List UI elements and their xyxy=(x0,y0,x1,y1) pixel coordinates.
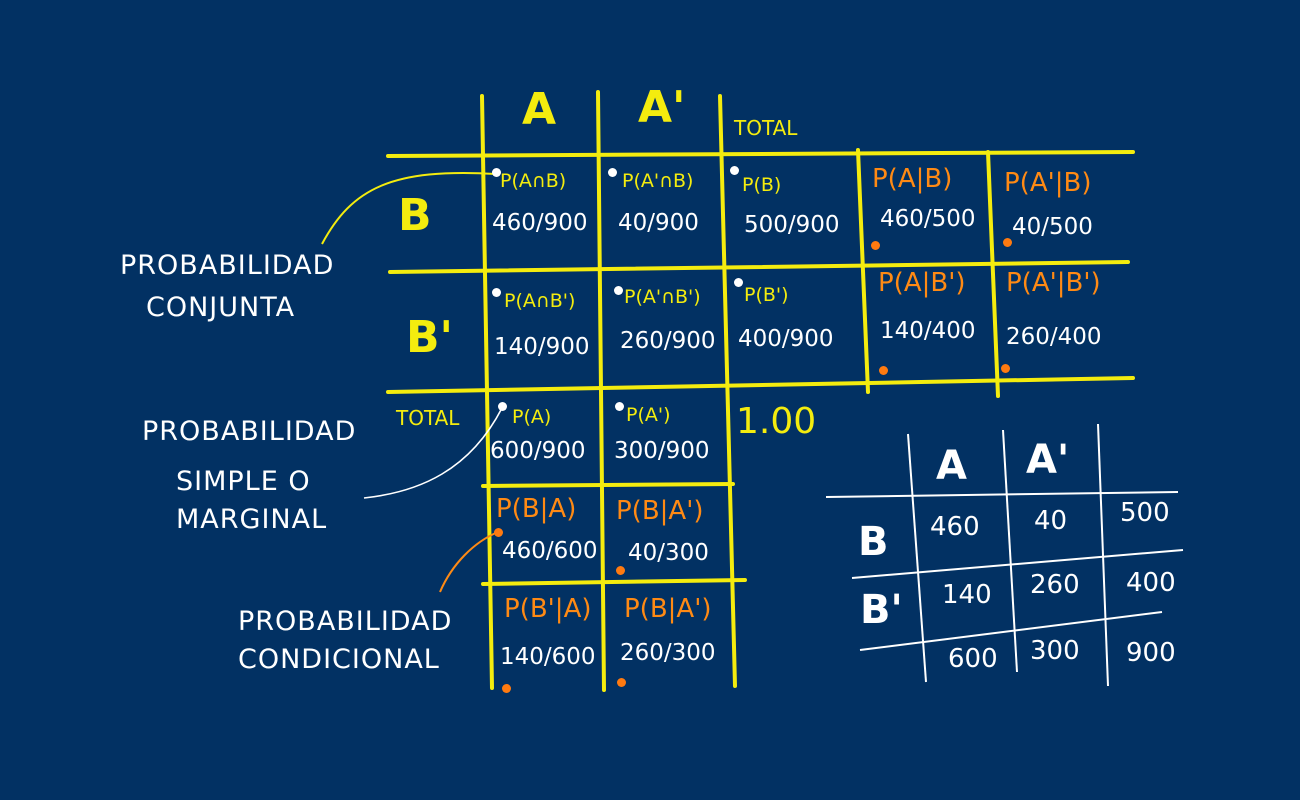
cell-value-bp: 400/900 xyxy=(738,326,834,352)
grid-line xyxy=(481,578,747,586)
marker-dot xyxy=(498,402,507,411)
row-header-b-prime: B' xyxy=(406,312,454,363)
small-cell: 400 xyxy=(1126,568,1176,598)
grid-line xyxy=(481,482,735,488)
grid-line xyxy=(718,94,737,688)
cell-value-b-given-a: 460/600 xyxy=(502,538,598,564)
cell-label-joint-apb: P(A'∩B) xyxy=(622,170,694,192)
cell-value-joint-ab: 460/900 xyxy=(492,210,588,236)
grid-line xyxy=(386,150,1135,158)
marker-dot xyxy=(492,168,501,177)
marker-dot xyxy=(1003,238,1012,247)
cell-label-joint-ab: P(A∩B) xyxy=(500,170,567,192)
small-row-header-b-prime: B' xyxy=(860,587,903,633)
cell-value-joint-apb: 40/900 xyxy=(618,210,699,236)
marker-dot xyxy=(879,366,888,375)
annotation-marginal-line2: SIMPLE O xyxy=(176,466,311,497)
annotation-joint-line1: PROBABILIDAD xyxy=(120,250,335,281)
grid-line xyxy=(596,90,606,692)
small-cell: 600 xyxy=(948,644,998,674)
small-col-header-a: A xyxy=(936,443,967,489)
small-grid-line xyxy=(1097,423,1109,687)
small-cell: 500 xyxy=(1120,498,1170,528)
cell-value-ap-given-bp: 260/400 xyxy=(1006,324,1102,350)
marker-dot xyxy=(608,168,617,177)
small-grid-line xyxy=(907,433,927,683)
small-grid-line xyxy=(825,491,1179,498)
cell-value-joint-apbp: 260/900 xyxy=(620,328,716,354)
small-grid-line xyxy=(1002,429,1018,673)
small-grid-line xyxy=(859,611,1163,651)
marker-dot xyxy=(492,288,501,297)
col-header-a-prime: A' xyxy=(638,82,686,133)
cell-value-a-given-b: 460/500 xyxy=(880,206,976,232)
marker-dot xyxy=(494,528,503,537)
cell-label-a-given-b: P(A|B) xyxy=(872,164,953,194)
grid-line xyxy=(480,94,494,690)
grid-line xyxy=(986,150,1000,398)
cell-value-a: 600/900 xyxy=(490,438,586,464)
cell-label-b-given-ap-2: P(B|A') xyxy=(624,594,712,624)
marker-dot xyxy=(730,166,739,175)
small-grid-line xyxy=(851,549,1184,579)
cell-label-joint-apbp: P(A'∩B') xyxy=(624,286,701,308)
cell-label-bp-given-a: P(B'|A) xyxy=(504,594,592,624)
annotation-marginal-line1: PROBABILIDAD xyxy=(142,416,357,447)
marker-dot xyxy=(614,286,623,295)
grand-total: 1.00 xyxy=(736,401,817,442)
marker-dot xyxy=(871,241,880,250)
marker-dot xyxy=(502,684,511,693)
small-cell: 40 xyxy=(1034,506,1068,536)
cell-label-ap: P(A') xyxy=(626,404,671,426)
annotation-conditional-line1: PROBABILIDAD xyxy=(238,606,453,637)
joint-connector xyxy=(321,172,497,245)
cell-label-ap-given-bp: P(A'|B') xyxy=(1006,268,1101,298)
cell-label-b-given-a: P(B|A) xyxy=(496,494,577,524)
cell-value-bp-given-a: 140/600 xyxy=(500,644,596,670)
cell-value-ap: 300/900 xyxy=(614,438,710,464)
small-row-header-b: B xyxy=(858,519,889,565)
small-cell: 460 xyxy=(930,512,980,542)
cell-label-b-given-ap: P(B|A') xyxy=(616,496,704,526)
cell-label-bp: P(B') xyxy=(744,284,789,306)
cell-label-a: P(A) xyxy=(512,406,552,428)
cell-value-b-given-ap: 40/300 xyxy=(628,540,709,566)
cell-value-b-given-ap-2: 260/300 xyxy=(620,640,716,666)
small-cell: 900 xyxy=(1126,638,1176,668)
small-cell: 140 xyxy=(942,580,992,610)
grid-line xyxy=(388,260,1130,274)
marginal-connector xyxy=(363,407,503,499)
cell-value-joint-abp: 140/900 xyxy=(494,334,590,360)
col-header-a: A xyxy=(522,84,557,135)
grid-line xyxy=(856,148,870,394)
row-header-b: B xyxy=(398,190,432,241)
annotation-marginal-line3: MARGINAL xyxy=(176,504,328,535)
marker-dot xyxy=(1001,364,1010,373)
col-header-total: TOTAL xyxy=(734,116,798,140)
annotation-joint-line2: CONJUNTA xyxy=(146,292,296,323)
small-cell: 260 xyxy=(1030,570,1080,600)
small-cell: 300 xyxy=(1030,636,1080,666)
row-header-total: TOTAL xyxy=(396,406,460,430)
cell-label-joint-abp: P(A∩B') xyxy=(504,290,576,312)
marker-dot xyxy=(615,402,624,411)
marker-dot xyxy=(616,566,625,575)
cell-value-a-given-bp: 140/400 xyxy=(880,318,976,344)
cell-label-ap-given-b: P(A'|B) xyxy=(1004,168,1092,198)
cell-label-b: P(B) xyxy=(742,174,782,196)
cell-label-a-given-bp: P(A|B') xyxy=(878,268,966,298)
grid-line xyxy=(386,376,1135,394)
marker-dot xyxy=(734,278,743,287)
cell-value-ap-given-b: 40/500 xyxy=(1012,214,1093,240)
marker-dot xyxy=(617,678,626,687)
small-col-header-a-prime: A' xyxy=(1026,437,1070,483)
annotation-conditional-line2: CONDICIONAL xyxy=(238,644,440,675)
conditional-connector xyxy=(439,531,499,593)
cell-value-b: 500/900 xyxy=(744,212,840,238)
